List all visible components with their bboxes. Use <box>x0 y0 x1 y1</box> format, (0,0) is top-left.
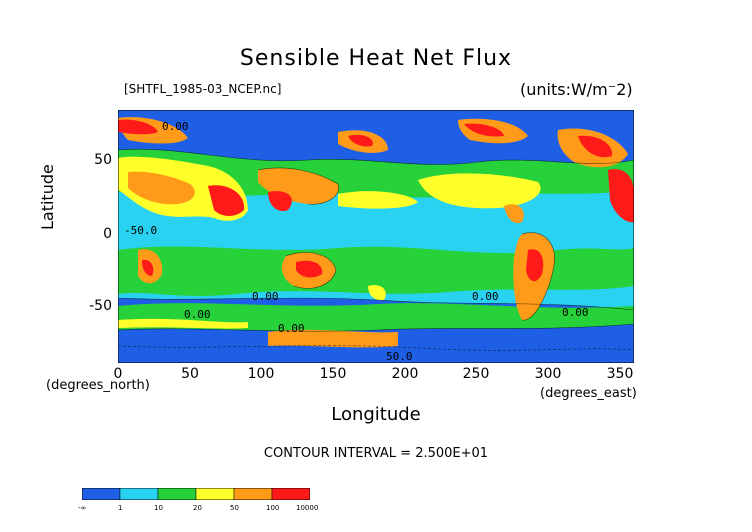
north-africa-orange <box>128 171 195 205</box>
x-coord-name: (degrees_east) <box>540 386 637 401</box>
colorbar-swatch <box>195 488 235 500</box>
contour-label: 0.00 <box>562 306 589 319</box>
colorbar-label: 20 <box>193 504 202 512</box>
india-red <box>268 191 292 212</box>
colorbar-label: 10000 <box>296 504 319 512</box>
chart-title: Sensible Heat Net Flux <box>239 46 513 71</box>
x-tick-label: 100 <box>247 366 275 382</box>
antarctic-warm-patch <box>268 329 398 348</box>
x-axis-label: Longitude <box>331 404 421 425</box>
units-label: (units:W/m⁻2) <box>520 80 633 99</box>
alaska-red <box>464 123 504 137</box>
contour-label: 50.0 <box>386 350 413 363</box>
heatmap-plot: -50.0 0.00 0.00 0.00 0.00 0.00 50.0 0.00 <box>118 110 634 363</box>
contour-label: 0.00 <box>278 322 305 335</box>
contour-lines <box>118 148 634 351</box>
x-tick-label: 50 <box>181 366 199 382</box>
y-tick-label: -50 <box>89 298 112 314</box>
southern-yellow-strip <box>118 318 248 329</box>
x-tick-label: 350 <box>606 366 634 382</box>
colorbar-label: 1 <box>118 504 123 512</box>
contour-interval: CONTOUR INTERVAL = 2.500E+01 <box>263 446 489 461</box>
europe-red <box>118 119 158 135</box>
north-america-red <box>578 135 613 158</box>
contour-label: 0.00 <box>252 290 279 303</box>
x-tick-label: 0 <box>113 366 123 382</box>
colorbar-swatch <box>82 488 121 500</box>
y-coord-name: (degrees_north) <box>46 378 150 393</box>
colorbar-swatch <box>157 488 197 500</box>
central-america-orange <box>504 204 524 224</box>
contour-label: 0.00 <box>472 290 499 303</box>
contour-label: 0.00 <box>184 308 211 321</box>
colorbar-swatch <box>119 488 159 500</box>
contour-label: 0.00 <box>162 120 189 133</box>
australia-red <box>296 260 323 278</box>
colorbar-swatch <box>233 488 273 500</box>
chart-subtitle: [SHTFL_1985-03_NCEP.nc] <box>124 82 282 96</box>
south-africa-red <box>142 259 154 276</box>
colorbar-label: 10 <box>154 504 163 512</box>
x-tick-label: 200 <box>391 366 419 382</box>
x-tick-label: 150 <box>319 366 347 382</box>
north-pacific-yellow <box>418 173 541 209</box>
green-south-belt <box>118 246 634 296</box>
arabia-red <box>208 185 245 216</box>
colorbar-swatch <box>271 488 310 500</box>
siberia-red <box>348 134 373 147</box>
contour-label-group: -50.0 0.00 0.00 0.00 0.00 0.00 50.0 0.00 <box>124 120 589 363</box>
colorbar-label: 100 <box>266 504 280 512</box>
colorbar <box>82 488 310 500</box>
contour-label: -50.0 <box>124 224 157 237</box>
y-tick-label: 50 <box>94 152 112 168</box>
x-tick-label: 300 <box>534 366 562 382</box>
south-america-red <box>526 249 544 282</box>
y-axis-label: Latitude <box>38 164 57 230</box>
east-na-red <box>608 169 634 223</box>
colorbar-label: -∞ <box>78 504 87 512</box>
colorbar-label: 50 <box>230 504 239 512</box>
new-zealand-yellow <box>368 284 386 301</box>
west-pacific-yellow <box>338 191 418 209</box>
y-tick-label: 0 <box>103 226 112 242</box>
x-tick-label: 250 <box>462 366 490 382</box>
